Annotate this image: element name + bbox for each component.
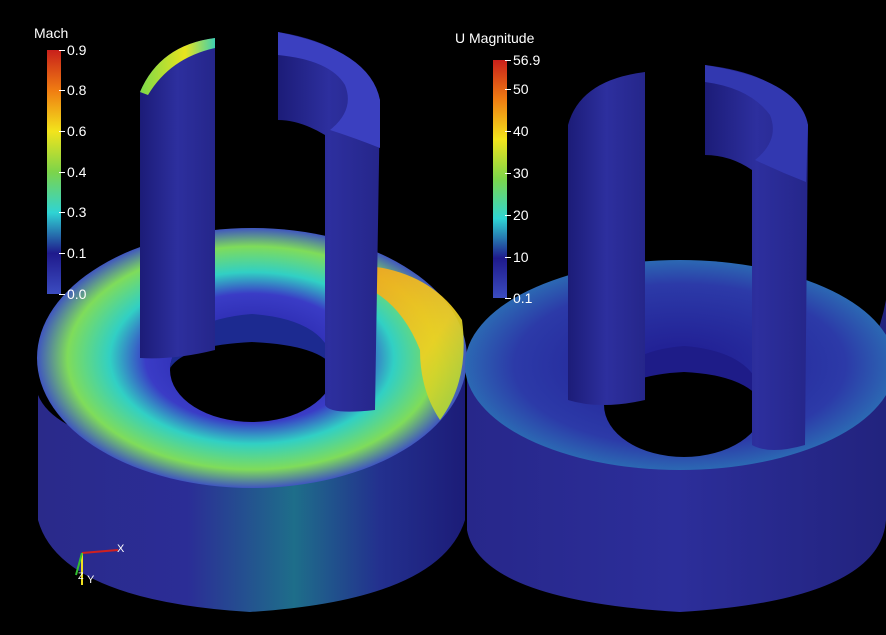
mach-colorbar (47, 50, 61, 294)
left-pillar-right-top (278, 32, 380, 148)
mach-tick-label: 0.8 (67, 82, 87, 98)
umag-tick-mark (505, 298, 511, 299)
right-pillar-right-top (705, 65, 808, 182)
mach-tick-mark (59, 294, 65, 295)
mach-tick-label: 0.6 (67, 123, 87, 139)
umag-tick-label: 0.1 (513, 290, 533, 306)
mach-tick-mark (59, 90, 65, 91)
mach-legend-title: Mach (34, 25, 69, 41)
mach-tick-mark (59, 253, 65, 254)
umag-tick-label: 40 (513, 123, 529, 139)
left-high-mach-region (360, 265, 464, 420)
umag-tick-mark (505, 131, 511, 132)
mach-tick-mark (59, 50, 65, 51)
umag-model[interactable] (465, 65, 886, 612)
mach-tick-label: 0.0 (67, 286, 87, 302)
mach-model[interactable]: X Y Z (37, 32, 467, 612)
umag-tick-label: 56.9 (513, 52, 541, 68)
umag-tick-label: 30 (513, 165, 529, 181)
umag-tick-mark (505, 60, 511, 61)
umag-legend-title: U Magnitude (455, 30, 535, 46)
mach-tick-mark (59, 131, 65, 132)
umag-tick-mark (505, 89, 511, 90)
mach-tick-label: 0.9 (67, 42, 87, 58)
umag-tick-label: 50 (513, 81, 529, 97)
axis-x-label: X (117, 543, 125, 555)
umag-colorbar (493, 60, 507, 298)
mach-tick-mark (59, 212, 65, 213)
left-pillar-left-top (140, 38, 215, 95)
axis-z-label: Z (78, 571, 84, 581)
axis-y-label: Y (87, 574, 95, 586)
umag-tick-mark (505, 257, 511, 258)
orientation-axes: X Y Z (75, 543, 125, 586)
umag-tick-mark (505, 215, 511, 216)
umag-tick-label: 10 (513, 249, 529, 265)
mach-tick-label: 0.4 (67, 164, 87, 180)
right-pillar-left (568, 72, 645, 405)
mach-tick-label: 0.1 (67, 245, 87, 261)
left-pillar-left (140, 38, 215, 359)
umag-tick-mark (505, 173, 511, 174)
mach-tick-label: 0.3 (67, 204, 87, 220)
mach-tick-mark (59, 172, 65, 173)
umag-tick-label: 20 (513, 207, 529, 223)
